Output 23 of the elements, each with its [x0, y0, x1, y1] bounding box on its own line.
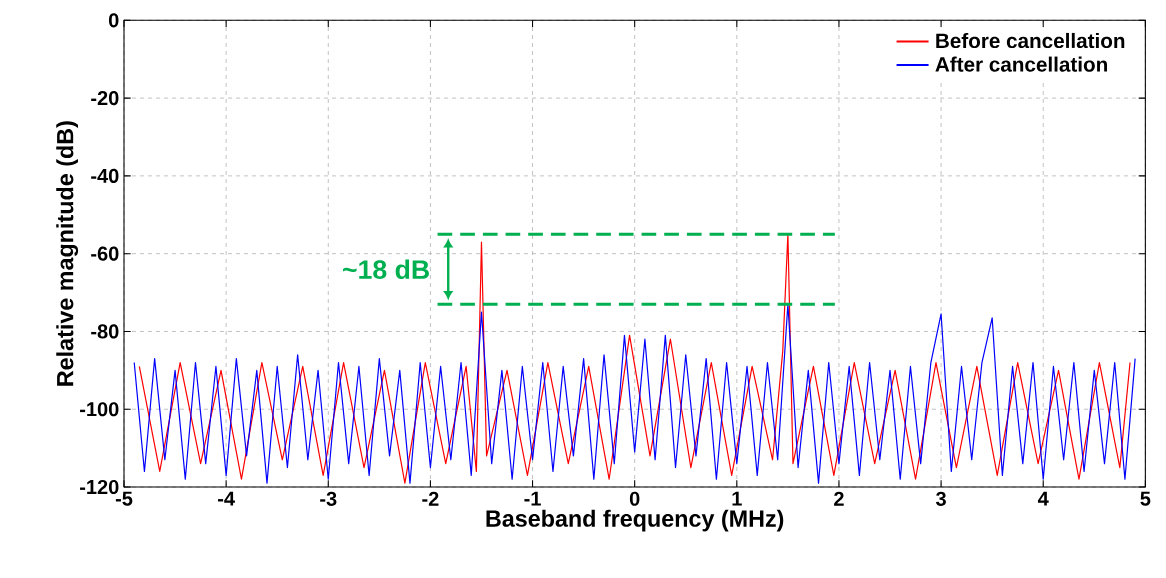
legend-label: After cancellation [935, 56, 1107, 72]
legend-label: Before cancellation [936, 32, 1125, 49]
y-tick-label: -60 [91, 246, 119, 261]
line-series [138, 233, 1131, 484]
y-tick-label: -80 [91, 324, 119, 339]
y-tick-label: -20 [91, 91, 119, 106]
y-tick-label: -100 [80, 402, 119, 417]
annotation: ~18 dB [343, 259, 429, 279]
x-tick-label: 2 [834, 491, 844, 506]
x-tick-label: -3 [320, 491, 337, 506]
x-tick-label: 3 [935, 491, 946, 506]
y-axis-title: Relative magnitude (dB) [56, 121, 79, 386]
line-series [133, 303, 1136, 484]
x-tick-label: 5 [1140, 491, 1151, 506]
y-tick-label: 0 [108, 13, 119, 28]
x-tick-label: 4 [1037, 491, 1049, 506]
x-tick-label: -1 [524, 491, 541, 506]
x-axis-title: Baseband frequency (MHz) [486, 509, 784, 532]
x-tick-label: -2 [422, 491, 439, 506]
y-tick-label: -40 [91, 168, 119, 183]
x-tick-label: 1 [732, 491, 742, 506]
x-tick-label: -4 [218, 491, 235, 506]
x-tick-label: 0 [629, 491, 640, 506]
